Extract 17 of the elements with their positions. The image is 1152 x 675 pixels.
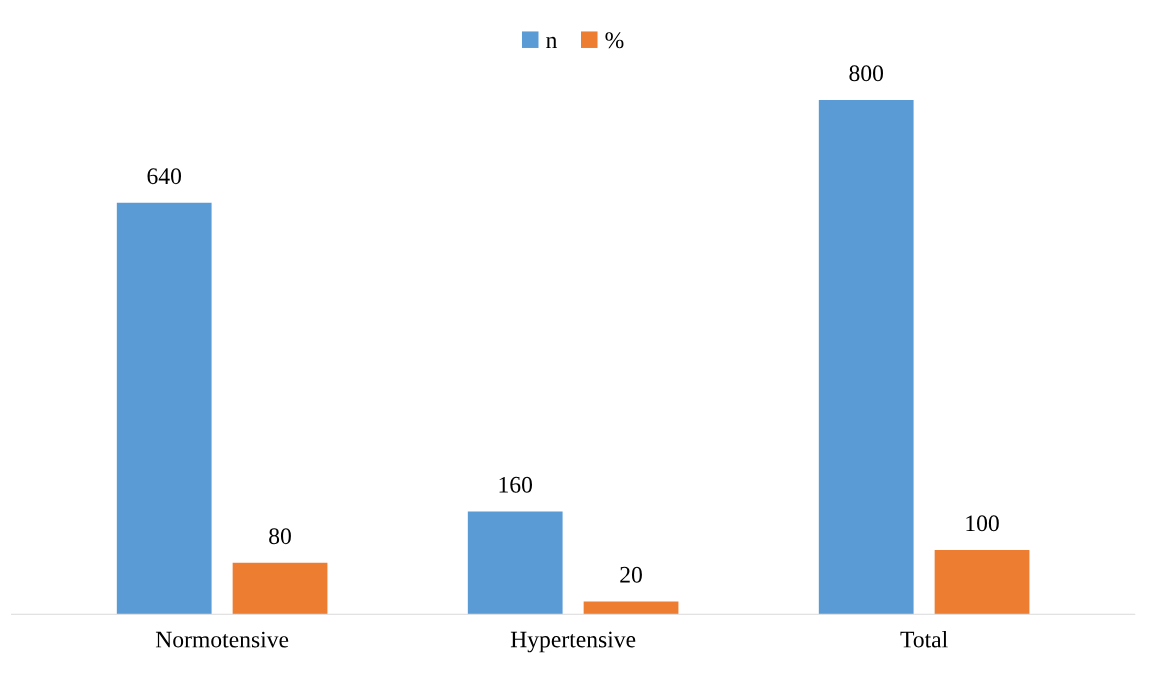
legend-label: n [546, 36, 558, 48]
data-label: 800 [849, 65, 884, 82]
bar [116, 202, 212, 615]
bar [467, 511, 563, 615]
data-label: 80 [269, 528, 291, 545]
bar [818, 99, 914, 615]
data-label: 20 [620, 566, 642, 583]
x-tick-label: Total [900, 630, 948, 648]
x-tick-label: Normotensive [155, 631, 289, 648]
bar [232, 562, 328, 615]
data-label: 160 [499, 476, 533, 493]
bar [934, 549, 1030, 615]
bar [583, 601, 679, 615]
data-label: 640 [147, 168, 182, 185]
x-tick-label: Hypertensive [510, 631, 636, 653]
legend-label: % [605, 32, 624, 49]
data-label: 100 [966, 515, 999, 532]
